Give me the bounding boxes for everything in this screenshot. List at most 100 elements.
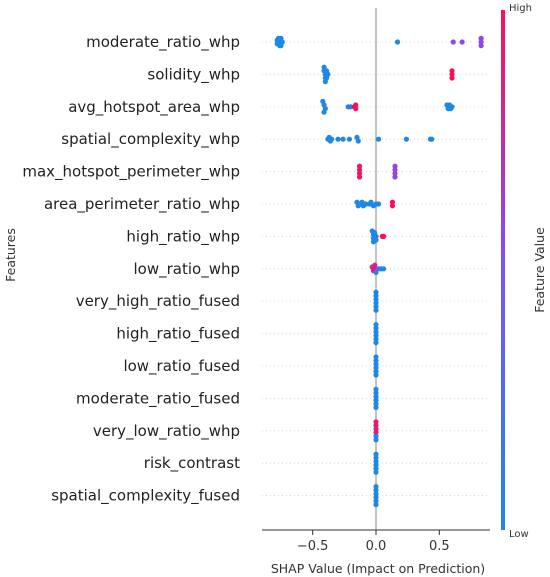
colorbar-high-label: High bbox=[509, 3, 532, 14]
feature-label: very_high_ratio_fused bbox=[76, 292, 240, 311]
shap-point bbox=[363, 201, 369, 207]
shap-point bbox=[373, 293, 379, 299]
shap-point bbox=[321, 109, 327, 115]
shap-point bbox=[375, 136, 382, 142]
shap-point bbox=[346, 136, 352, 142]
shap-point bbox=[449, 75, 455, 81]
shap-point bbox=[373, 487, 379, 493]
shap-point bbox=[381, 233, 387, 239]
shap-point bbox=[373, 433, 379, 439]
shap-point bbox=[449, 71, 455, 77]
feature-label: low_ratio_whp bbox=[134, 260, 241, 279]
shap-point bbox=[278, 43, 284, 49]
shap-point bbox=[373, 365, 379, 371]
feature-label: moderate_ratio_whp bbox=[86, 33, 240, 52]
shap-point bbox=[392, 170, 398, 176]
shap-point bbox=[478, 35, 484, 42]
shap-point bbox=[450, 39, 456, 45]
shap-point bbox=[429, 136, 435, 142]
shap-point bbox=[373, 462, 379, 468]
shap-point bbox=[353, 106, 359, 112]
shap-point bbox=[373, 394, 379, 400]
shap-point bbox=[389, 203, 396, 209]
shap-point bbox=[373, 494, 379, 500]
feature-label: risk_contrast bbox=[144, 454, 240, 473]
shap-point bbox=[373, 307, 379, 313]
feature-label: avg_hotspot_area_whp bbox=[68, 98, 240, 117]
shap-point bbox=[373, 269, 379, 275]
shap-point bbox=[324, 75, 330, 81]
feature-label: spatial_complexity_whp bbox=[61, 130, 240, 149]
shap-point bbox=[373, 401, 379, 407]
feature-label: high_ratio_fused bbox=[116, 325, 240, 344]
shap-point bbox=[373, 332, 379, 338]
shap-point bbox=[356, 170, 363, 176]
y-axis-title: Features bbox=[3, 228, 18, 282]
shap-point bbox=[368, 199, 374, 205]
feature-label: very_low_ratio_whp bbox=[93, 422, 240, 441]
shap-point bbox=[373, 340, 379, 346]
shap-point bbox=[392, 174, 398, 180]
x-tick-label: −0.5 bbox=[297, 539, 329, 554]
shap-point bbox=[381, 266, 387, 272]
colorbar-title: Feature Value bbox=[532, 227, 547, 313]
shap-point bbox=[373, 289, 379, 295]
x-tick-label: 0.5 bbox=[429, 539, 450, 554]
shap-point bbox=[373, 422, 379, 428]
shap-point bbox=[389, 199, 396, 205]
shap-point bbox=[373, 322, 379, 328]
x-tick-label: 0.0 bbox=[366, 539, 387, 554]
shap-point bbox=[340, 136, 346, 142]
shap-point bbox=[373, 390, 379, 396]
shap-point bbox=[329, 136, 335, 142]
colorbar: High Low Feature Value bbox=[501, 3, 547, 540]
shap-point bbox=[373, 502, 379, 508]
shap-point bbox=[373, 491, 379, 497]
shap-point bbox=[353, 102, 359, 108]
feature-label: area_perimeter_ratio_whp bbox=[44, 195, 240, 214]
shap-point bbox=[373, 233, 379, 239]
shap-point bbox=[449, 68, 455, 74]
feature-label: high_ratio_whp bbox=[126, 227, 240, 246]
shap-point bbox=[373, 484, 379, 490]
shap-point bbox=[373, 430, 379, 436]
shap-point bbox=[373, 372, 379, 378]
shap-point bbox=[449, 104, 455, 110]
shap-point bbox=[373, 336, 379, 342]
shap-point bbox=[373, 325, 379, 331]
data-points bbox=[274, 35, 484, 508]
colorbar-low-label: Low bbox=[509, 529, 529, 540]
shap-point bbox=[373, 358, 379, 364]
shap-point bbox=[373, 237, 379, 243]
shap-point bbox=[392, 163, 398, 169]
shap-point bbox=[373, 329, 379, 335]
shap-point bbox=[373, 469, 379, 475]
shap-point bbox=[321, 64, 327, 70]
shap-point bbox=[392, 167, 398, 173]
shap-point bbox=[373, 451, 379, 457]
shap-point bbox=[478, 43, 484, 49]
shap-point bbox=[373, 458, 379, 464]
shap-point bbox=[373, 437, 379, 443]
shap-point bbox=[373, 368, 379, 374]
shap-point bbox=[373, 455, 379, 461]
shap-point bbox=[356, 167, 363, 173]
shap-point bbox=[375, 201, 382, 207]
shap-point bbox=[373, 361, 379, 367]
shap-point bbox=[373, 386, 379, 392]
shap-point bbox=[373, 426, 379, 432]
shap-point bbox=[373, 397, 379, 403]
shap-point bbox=[356, 163, 363, 169]
shap-point bbox=[373, 354, 379, 360]
feature-label: low_ratio_fused bbox=[123, 357, 240, 376]
shap-point bbox=[459, 39, 465, 45]
feature-label: moderate_ratio_fused bbox=[76, 389, 240, 408]
shap-point bbox=[348, 104, 354, 110]
shap-point bbox=[373, 296, 379, 302]
shap-point bbox=[335, 136, 341, 142]
x-axis-title: SHAP Value (Impact on Prediction) bbox=[271, 561, 485, 576]
shap-point bbox=[394, 39, 401, 45]
shap-point bbox=[373, 466, 379, 472]
feature-labels: moderate_ratio_whp solidity_whp avg_hotspo… bbox=[22, 33, 240, 506]
